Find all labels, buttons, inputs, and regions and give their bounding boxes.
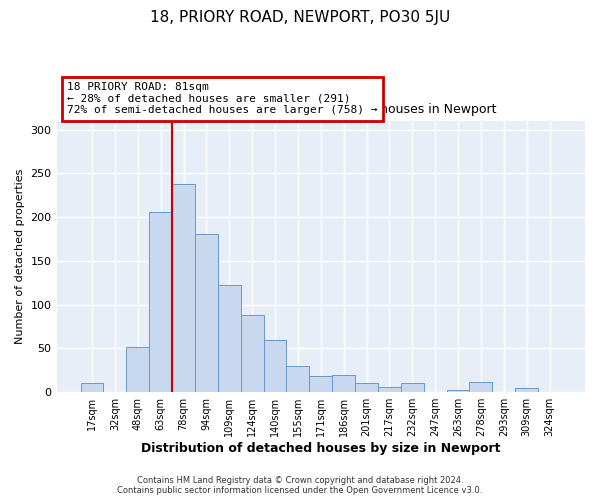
Bar	[149, 212, 172, 392]
Bar	[378, 387, 401, 392]
Bar	[310, 376, 332, 392]
Bar	[80, 384, 103, 392]
Bar	[172, 184, 195, 392]
Bar	[469, 382, 493, 392]
X-axis label: Distribution of detached houses by size in Newport: Distribution of detached houses by size …	[141, 442, 500, 455]
Text: 18 PRIORY ROAD: 81sqm
← 28% of detached houses are smaller (291)
72% of semi-det: 18 PRIORY ROAD: 81sqm ← 28% of detached …	[67, 82, 377, 116]
Bar	[218, 284, 241, 392]
Y-axis label: Number of detached properties: Number of detached properties	[15, 169, 25, 344]
Bar	[515, 388, 538, 392]
Title: Size of property relative to detached houses in Newport: Size of property relative to detached ho…	[146, 102, 496, 116]
Bar	[355, 382, 378, 392]
Text: Contains HM Land Registry data © Crown copyright and database right 2024.
Contai: Contains HM Land Registry data © Crown c…	[118, 476, 482, 495]
Bar	[263, 340, 286, 392]
Bar	[195, 234, 218, 392]
Bar	[286, 366, 310, 392]
Bar	[127, 346, 149, 392]
Bar	[332, 374, 355, 392]
Text: 18, PRIORY ROAD, NEWPORT, PO30 5JU: 18, PRIORY ROAD, NEWPORT, PO30 5JU	[150, 10, 450, 25]
Bar	[446, 390, 469, 392]
Bar	[401, 382, 424, 392]
Bar	[241, 315, 263, 392]
